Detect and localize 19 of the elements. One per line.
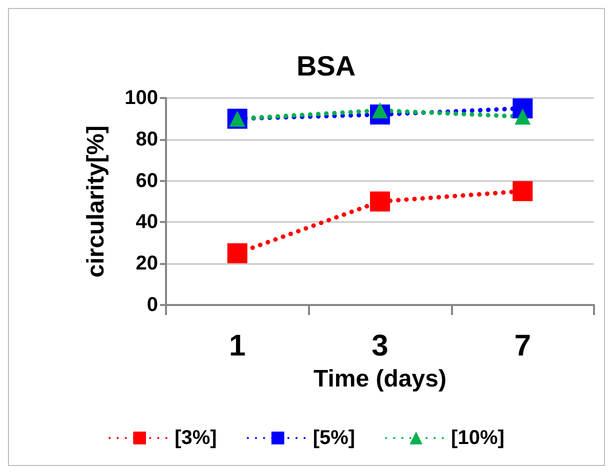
x-axis-title: Time (days) [314, 366, 446, 392]
y-tick-label: 40 [136, 211, 158, 234]
y-axis-title: circularity[%] [82, 125, 110, 278]
x-tick-label: 3 [372, 330, 388, 362]
point [227, 243, 248, 264]
chart-title: BSA [296, 50, 356, 82]
y-tick-label: 100 [124, 87, 158, 109]
point [370, 192, 390, 212]
legend-label: [5%] [312, 427, 356, 449]
x-tick-label: 7 [514, 330, 532, 362]
y-tick-label: 60 [136, 170, 158, 192]
x-tick-label: 1 [228, 330, 246, 362]
y-tick-label: 20 [136, 252, 158, 275]
y-tick-label: 80 [136, 128, 158, 150]
legend-label: [10%] [451, 427, 504, 449]
y-tick-label: 0 [146, 294, 158, 316]
point [514, 108, 531, 125]
point [512, 181, 533, 202]
legend-label: [3%] [174, 427, 217, 449]
